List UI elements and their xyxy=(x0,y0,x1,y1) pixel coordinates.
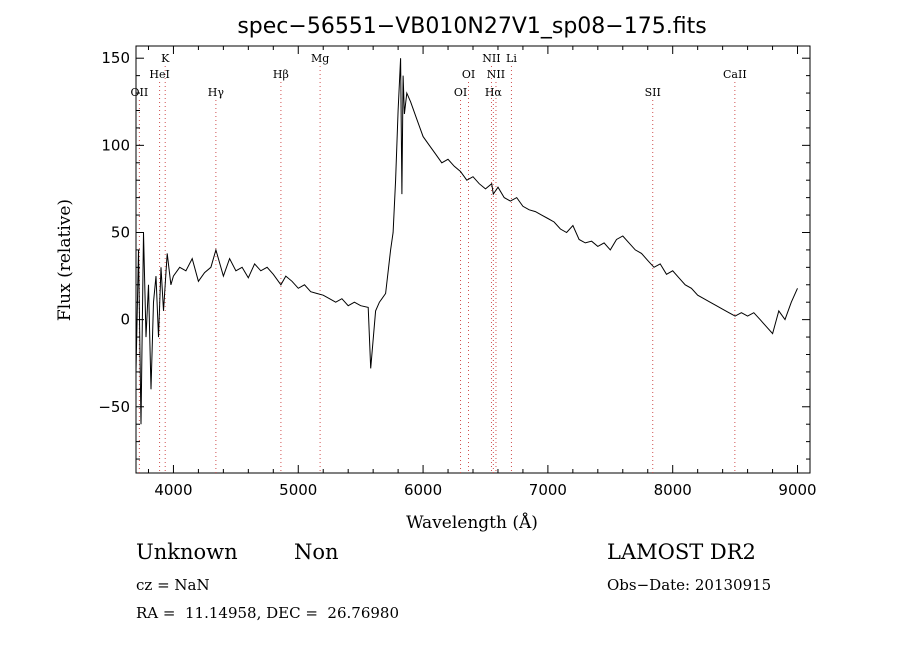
ra-dec-coordinates: RA = 11.14958, DEC = 26.76980 xyxy=(136,604,400,622)
x-tick-label: 5000 xyxy=(279,481,317,499)
y-tick-label: 50 xyxy=(111,223,130,241)
spectral-line-label: OII xyxy=(131,86,149,99)
x-tick-label: 9000 xyxy=(778,481,816,499)
spectral-line-label: Hγ xyxy=(208,86,225,99)
x-tick-label: 7000 xyxy=(529,481,567,499)
spectral-line-label: Hα xyxy=(485,86,503,99)
spectral-line-label: K xyxy=(161,52,170,65)
x-axis-label: Wavelength (Å) xyxy=(406,512,538,533)
spectral-line-label: Mg xyxy=(311,52,329,65)
chart-title: spec−56551−VB010N27V1_sp08−175.fits xyxy=(237,14,706,39)
y-axis-label: Flux (relative) xyxy=(55,199,75,321)
object-subclass: Non xyxy=(294,540,339,564)
spectral-line-label: SII xyxy=(645,86,661,99)
spectral-line-label: HeI xyxy=(149,68,169,81)
spectral-line-label: CaII xyxy=(723,68,747,81)
x-tick-label: 6000 xyxy=(404,481,442,499)
spectral-line-label: Hβ xyxy=(273,68,289,81)
spectrum-line xyxy=(135,58,798,425)
y-tick-label: −50 xyxy=(98,398,130,416)
y-tick-label: 100 xyxy=(101,136,130,154)
spectral-line-label: NII xyxy=(482,52,500,65)
survey-name: LAMOST DR2 xyxy=(607,540,756,564)
y-tick-label: 0 xyxy=(120,311,130,329)
x-tick-label: 8000 xyxy=(654,481,692,499)
redshift-cz: cz = NaN xyxy=(136,576,210,594)
x-tick-label: 4000 xyxy=(154,481,192,499)
observation-date: Obs−Date: 20130915 xyxy=(607,576,772,594)
spectral-line-label: OI xyxy=(454,86,467,99)
spectral-line-label: NII xyxy=(487,68,505,81)
spectral-line-label: OI xyxy=(462,68,475,81)
plot-frame xyxy=(135,45,811,474)
object-class: Unknown xyxy=(136,540,238,564)
spectral-line-label: Li xyxy=(506,52,517,65)
y-tick-label: 150 xyxy=(101,49,130,67)
axis-ticks: 4000 5000 6000 7000 8000 9000 −50 0 50 100 150 xyxy=(98,46,817,499)
spectral-lines: OII K HeI Hγ Hβ Mg OI OI NII NII Hα Li SII CaII xyxy=(131,52,747,473)
